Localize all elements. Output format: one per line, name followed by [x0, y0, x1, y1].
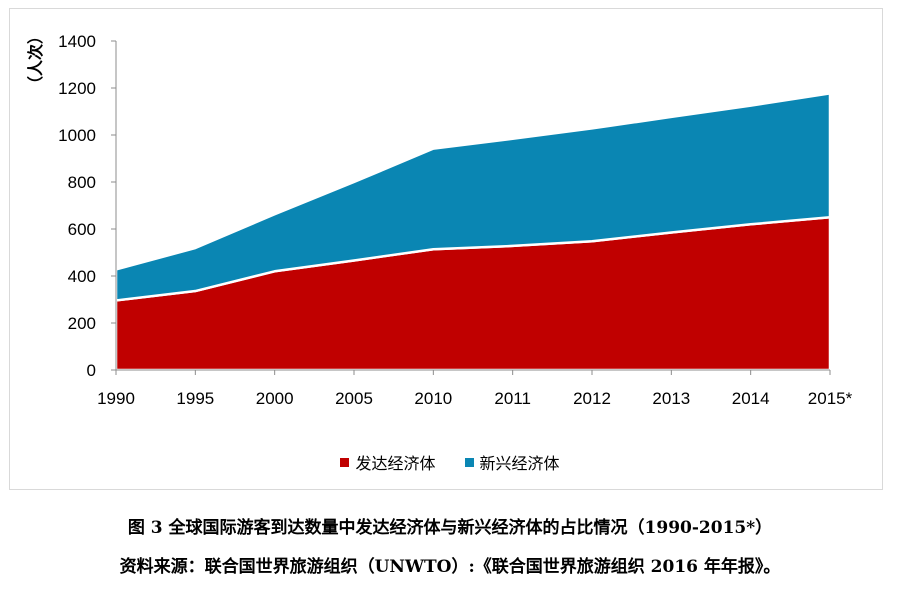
- y-tick-label: 1400: [58, 32, 96, 51]
- y-axis-ticks: 0 200 400 600 800 1000 1200 1400: [58, 32, 116, 380]
- x-tick-label: 2005: [335, 389, 373, 408]
- y-tick-label: 600: [68, 220, 96, 239]
- x-tick-label: 1995: [176, 389, 214, 408]
- x-tick-label: 2013: [652, 389, 690, 408]
- legend-label-emerging: 新兴经济体: [479, 454, 560, 473]
- x-tick-label: 2011: [494, 389, 531, 408]
- chart-areas: [114, 92, 832, 372]
- legend-swatch-developed: [340, 457, 350, 467]
- legend-swatch-emerging: [464, 457, 474, 467]
- x-tick-label: 2012: [573, 389, 611, 408]
- y-tick-label: 400: [68, 267, 96, 286]
- x-tick-label: 1990: [97, 389, 135, 408]
- chart-axes: [115, 41, 830, 371]
- legend-item-developed: 发达经济体: [340, 450, 435, 474]
- y-tick-label: 1200: [58, 79, 96, 98]
- chart-legend: 发达经济体 新兴经济体: [0, 450, 900, 474]
- x-tick-label: 2015*: [808, 389, 853, 408]
- legend-label-developed: 发达经济体: [355, 454, 436, 473]
- legend-item-emerging: 新兴经济体: [464, 450, 560, 474]
- y-tick-label: 800: [68, 173, 96, 192]
- y-tick-label: 1000: [58, 126, 96, 145]
- y-axis-label: （人次）: [26, 28, 45, 92]
- x-tick-label: 2000: [256, 389, 294, 408]
- y-tick-label: 0: [87, 361, 96, 380]
- figure-caption: 图 3 全球国际游客到达数量中发达经济体与新兴经济体的占比情况（1990-201…: [127, 518, 773, 538]
- x-tick-label: 2014: [732, 389, 770, 408]
- x-axis-ticks: 1990 1995 2000 2005 2010 2011 2012 2013 2014 2015…: [97, 370, 853, 408]
- y-tick-label: 200: [68, 314, 96, 333]
- area-series-1: [114, 92, 832, 302]
- x-tick-label: 2010: [414, 389, 452, 408]
- source-note: 资料来源：联合国世界旅游组织（UNWTO）:《联合国世界旅游组织 2016 年年…: [119, 557, 781, 577]
